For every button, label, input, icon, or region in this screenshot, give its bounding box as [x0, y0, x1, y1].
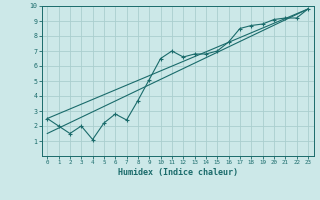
X-axis label: Humidex (Indice chaleur): Humidex (Indice chaleur)	[118, 168, 237, 177]
